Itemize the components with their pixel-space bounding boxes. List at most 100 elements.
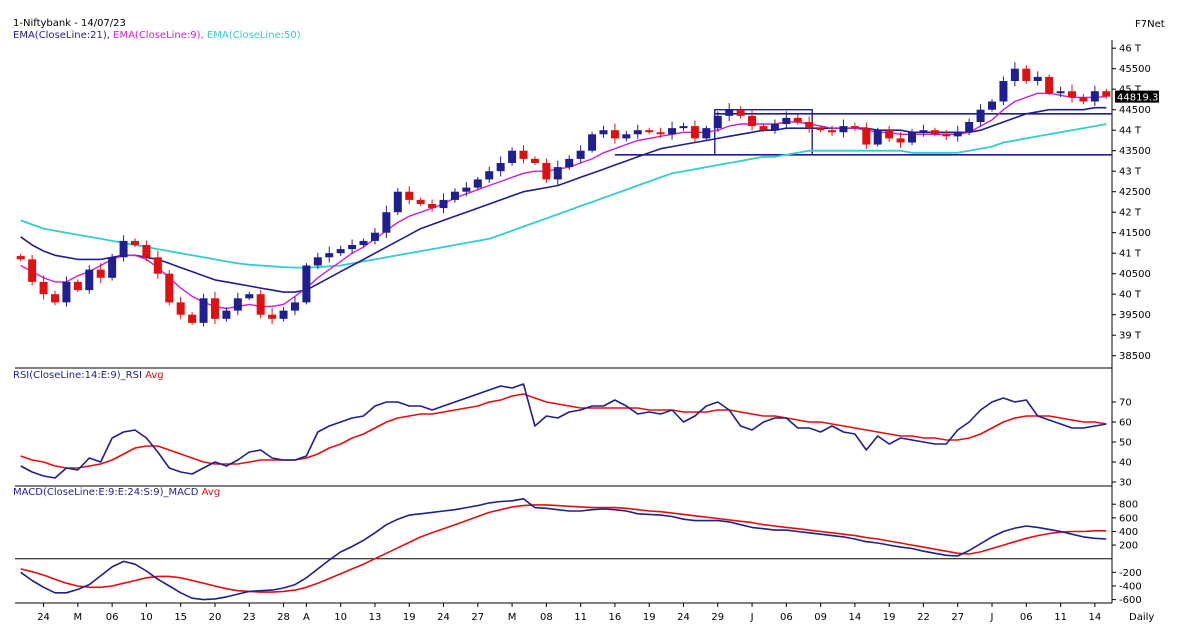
- candle-body: [28, 259, 37, 282]
- candle-body: [965, 122, 974, 133]
- price-y-tick-label: 41 T: [1119, 249, 1142, 260]
- candle-body: [1045, 76, 1054, 94]
- candle-body: [633, 130, 642, 135]
- candle-body: [953, 132, 962, 137]
- macd-y-tick-label: 400: [1119, 527, 1138, 538]
- candle-body: [942, 134, 951, 137]
- x-tick-label: 11: [1054, 612, 1067, 623]
- legend-ema50: EMA(CloseLine:50): [206, 30, 301, 41]
- candle-body: [576, 150, 585, 159]
- candle-body: [16, 256, 25, 260]
- candle-body: [108, 257, 117, 278]
- rsi-y-tick-label: 60: [1119, 418, 1132, 429]
- candle-body: [759, 126, 768, 131]
- candle-body: [119, 240, 128, 258]
- x-tick-label: 20: [209, 612, 222, 623]
- candle-body: [165, 273, 174, 303]
- candle-body: [1079, 97, 1088, 102]
- x-tick-label: 06: [780, 612, 793, 623]
- candle-body: [599, 130, 608, 135]
- x-tick-label: M: [508, 612, 517, 623]
- x-tick-label: 24: [437, 612, 450, 623]
- rsi-y-tick-label: 70: [1119, 398, 1132, 409]
- candle-body: [1102, 91, 1111, 97]
- candle-body: [496, 163, 505, 172]
- candle-body: [153, 257, 162, 274]
- x-tick-label: 13: [369, 612, 382, 623]
- macd-avg-line: [20, 504, 1107, 593]
- x-tick-label: 06: [106, 612, 119, 623]
- legend-ema21: EMA(CloseLine:21),: [13, 30, 110, 41]
- x-tick-label: 28: [277, 612, 290, 623]
- last-price-badge: [1115, 90, 1159, 103]
- candle-body: [850, 126, 859, 129]
- candle-body: [839, 126, 848, 133]
- rsi-avg-line: [20, 393, 1107, 469]
- candle-body: [908, 132, 917, 143]
- candle-body: [256, 294, 265, 315]
- candle-body: [233, 298, 242, 311]
- candle-body: [828, 130, 837, 133]
- x-tick-label: 09: [814, 612, 827, 623]
- candle-body: [988, 101, 997, 110]
- candle-body: [302, 265, 311, 303]
- candle-body: [222, 310, 231, 319]
- candle-body: [62, 281, 71, 303]
- ema21-line: [20, 106, 1107, 293]
- price-y-tick-label: 42500: [1119, 187, 1151, 198]
- candle-body: [679, 126, 688, 129]
- candle-body: [279, 310, 288, 319]
- last-price-label: 44819.3: [1117, 93, 1158, 104]
- price-y-tick-label: 39 T: [1119, 331, 1142, 342]
- candle-body: [782, 117, 791, 125]
- candle-body: [73, 281, 82, 291]
- candle-body: [1010, 68, 1019, 81]
- candle-body: [96, 269, 105, 278]
- legend-macd: MACD(CloseLine:E:9:E:24:S:9)_MACD: [13, 487, 199, 498]
- candle-body: [736, 109, 745, 116]
- period-label: Daily: [1129, 612, 1155, 623]
- candle-body: [428, 204, 437, 209]
- price-y-tick-label: 39500: [1119, 310, 1151, 321]
- candle-body: [142, 245, 151, 258]
- rsi-line: [20, 383, 1107, 479]
- range-box: [714, 108, 813, 156]
- candle-body: [1033, 76, 1042, 81]
- x-tick-label: 16: [609, 612, 622, 623]
- candle-body: [553, 167, 562, 180]
- candle-body: [805, 122, 814, 129]
- candle-body: [1090, 91, 1099, 102]
- rsi-y-tick-label: 30: [1119, 478, 1132, 489]
- x-tick-label: 10: [140, 612, 153, 623]
- candle-body: [405, 191, 414, 200]
- candle-body: [473, 179, 482, 188]
- candle-body: [416, 199, 425, 204]
- candle-body: [610, 130, 619, 139]
- x-tick-label: 27: [951, 612, 964, 623]
- x-tick-label: 11: [574, 612, 587, 623]
- x-tick-label: M: [74, 612, 83, 623]
- x-tick-label: 27: [471, 612, 484, 623]
- brand-label: F7Net: [1135, 19, 1165, 30]
- candle-body: [85, 269, 94, 291]
- x-tick-label: 08: [540, 612, 553, 623]
- candle-body: [748, 115, 757, 127]
- legend-rsi-avg: Avg: [145, 370, 164, 381]
- candle-body: [530, 158, 539, 163]
- legend-rsi: RSI(CloseLine:14:E:9)_RSI: [13, 370, 142, 381]
- candle-body: [976, 109, 985, 122]
- price-y-tick-label: 40500: [1119, 269, 1151, 280]
- candle-body: [508, 150, 517, 163]
- price-y-tick-label: 45500: [1119, 64, 1151, 75]
- price-y-tick-label: 46 T: [1119, 44, 1142, 55]
- candle-body: [1056, 91, 1065, 94]
- x-tick-label: 06: [1020, 612, 1033, 623]
- x-tick-label: 14: [1088, 612, 1101, 623]
- candle-body: [565, 158, 574, 168]
- candle-body: [622, 134, 631, 139]
- macd-line: [20, 497, 1107, 601]
- candle-body: [268, 314, 277, 319]
- candle-body: [770, 124, 779, 131]
- candle-body: [130, 240, 139, 245]
- candle-body: [645, 130, 654, 133]
